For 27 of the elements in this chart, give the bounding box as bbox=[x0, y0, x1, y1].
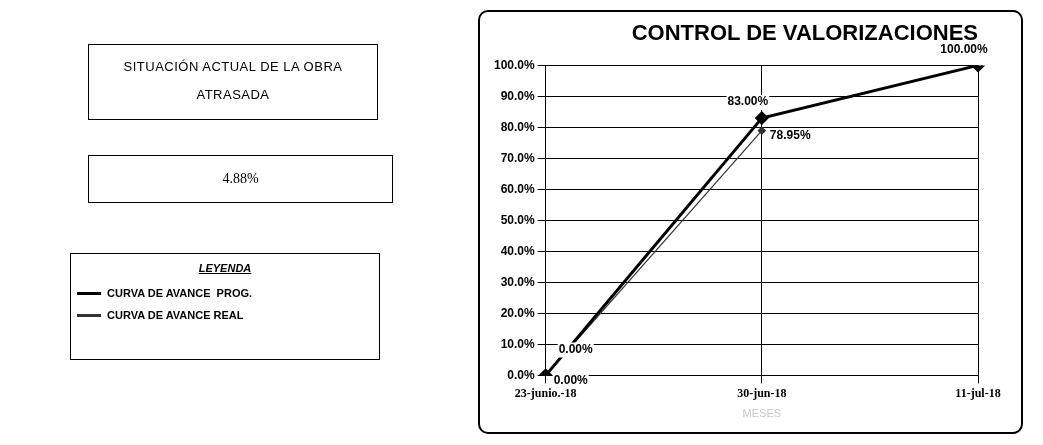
y-tick-label: 20.0% bbox=[500, 305, 536, 320]
text: ATRASADA bbox=[195, 86, 271, 104]
y-tick-label: 70.0% bbox=[500, 150, 536, 165]
x-tick-label: 30-jun-18 bbox=[737, 385, 787, 400]
data-label: 100.00% bbox=[940, 41, 989, 56]
legend-title: LEYENDA bbox=[197, 262, 253, 274]
y-tick-label: 60.0% bbox=[500, 181, 536, 196]
y-tick-label: 100.0% bbox=[494, 57, 536, 72]
y-tick-label: 40.0% bbox=[500, 243, 536, 258]
text: SITUACIÓN ACTUAL DE LA OBRA bbox=[122, 58, 344, 76]
data-label: 0.00% bbox=[553, 372, 589, 387]
y-tick-label: 80.0% bbox=[500, 119, 536, 134]
legend-label: CURVA DE AVANCE PROG. bbox=[107, 287, 253, 299]
data-label: 78.95% bbox=[769, 127, 811, 142]
data-label: 0.00% bbox=[558, 341, 594, 356]
point bbox=[757, 126, 766, 135]
text: 4.88% bbox=[222, 171, 259, 186]
point bbox=[755, 111, 769, 125]
y-tick-label: 10.0% bbox=[500, 336, 536, 351]
y-tick-label: 0.0% bbox=[507, 367, 536, 382]
legend-label: CURVA DE AVANCE REAL bbox=[107, 309, 244, 321]
y-tick-label: 30.0% bbox=[500, 274, 536, 289]
x-tick-label: 11-jul-18 bbox=[955, 385, 1001, 400]
x-tick-label: 23-junio.-18 bbox=[514, 385, 577, 400]
data-label: 83.00% bbox=[727, 94, 769, 109]
y-tick-label: 90.0% bbox=[500, 88, 536, 103]
y-tick-label: 50.0% bbox=[500, 212, 536, 227]
